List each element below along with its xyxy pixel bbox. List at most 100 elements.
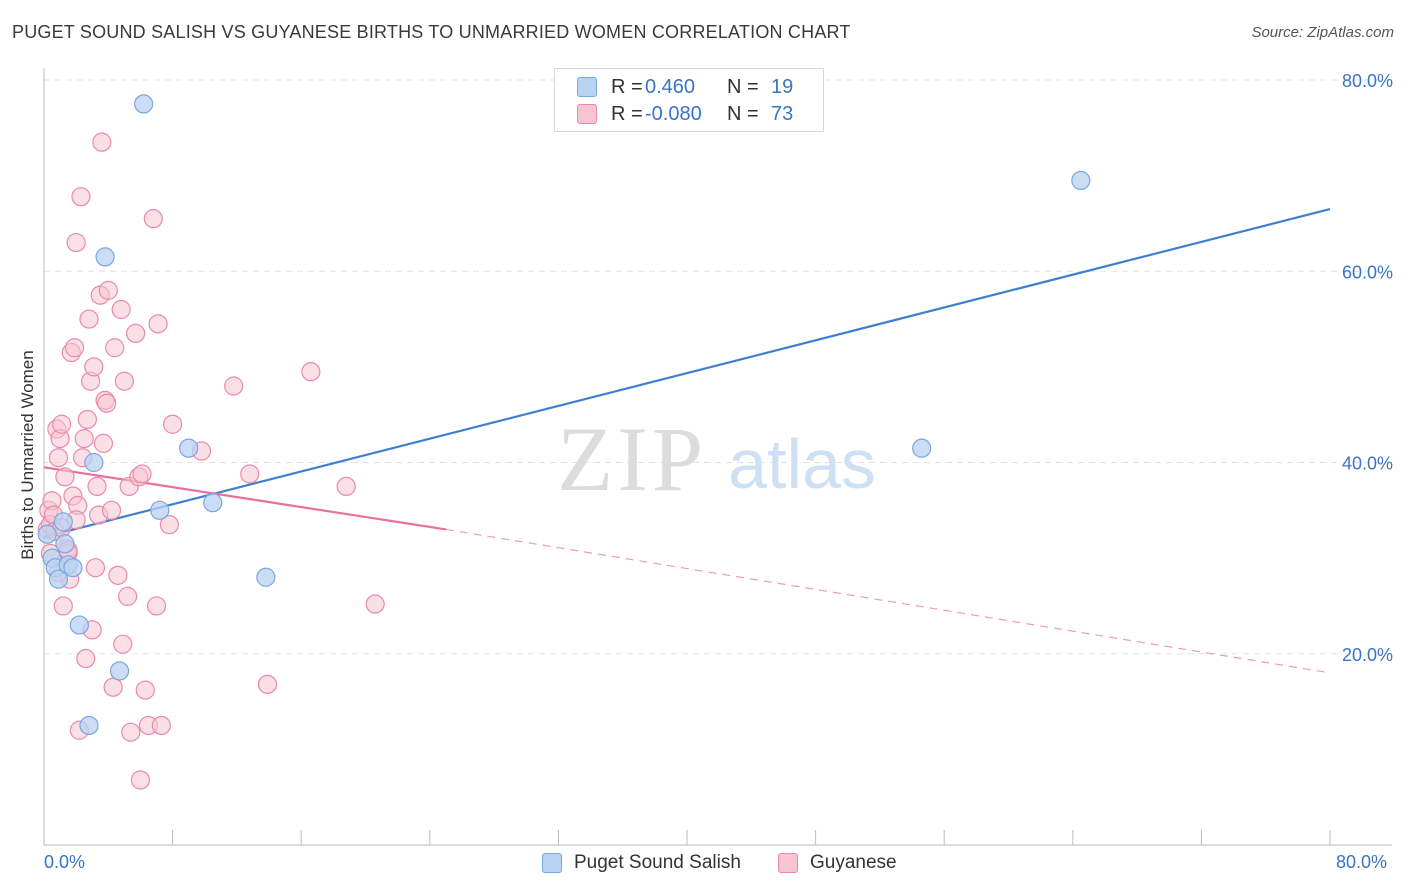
point-salish bbox=[53, 512, 73, 532]
y-tick-label: 20.0% bbox=[1342, 645, 1393, 665]
point-guyanese bbox=[224, 376, 244, 396]
n-label: N = bbox=[727, 75, 759, 98]
x-tick-min: 0.0% bbox=[44, 852, 86, 872]
source-label: Source: ZipAtlas.com bbox=[1251, 24, 1394, 41]
point-guyanese bbox=[151, 715, 171, 736]
point-guyanese bbox=[92, 132, 112, 152]
point-salish bbox=[48, 569, 69, 589]
point-salish bbox=[84, 452, 104, 473]
point-salish bbox=[95, 247, 115, 267]
point-guyanese bbox=[114, 371, 134, 391]
point-guyanese bbox=[87, 476, 107, 497]
point-salish bbox=[55, 534, 75, 554]
chart-title: PUGET SOUND SALISH VS GUYANESE BIRTHS TO… bbox=[12, 22, 851, 42]
n-value: 73 bbox=[771, 102, 794, 125]
r-value: 0.460 bbox=[645, 75, 696, 98]
point-guyanese bbox=[53, 596, 73, 616]
point-guyanese bbox=[71, 187, 91, 207]
point-guyanese bbox=[66, 232, 86, 253]
point-salish bbox=[256, 567, 276, 587]
point-guyanese bbox=[74, 428, 94, 449]
legend-row-guyanese: R = -0.080 N = 73 bbox=[577, 101, 793, 127]
point-guyanese bbox=[143, 209, 163, 229]
point-guyanese bbox=[64, 338, 85, 358]
point-guyanese bbox=[93, 433, 114, 453]
point-salish bbox=[912, 438, 932, 458]
r-label: R = bbox=[611, 102, 643, 125]
grid-lines bbox=[44, 79, 1392, 655]
n-value: 19 bbox=[771, 75, 794, 98]
n-label: N = bbox=[727, 102, 759, 125]
point-guyanese bbox=[48, 448, 69, 468]
y-tick-label: 80.0% bbox=[1342, 71, 1393, 91]
point-guyanese bbox=[159, 515, 179, 535]
point-guyanese bbox=[84, 357, 104, 377]
point-guyanese bbox=[365, 594, 385, 614]
point-guyanese bbox=[301, 362, 321, 382]
stats-legend: R = 0.460 N = 19 R = -0.080 N = 73 bbox=[554, 68, 824, 132]
point-salish bbox=[37, 524, 57, 544]
point-guyanese bbox=[52, 414, 72, 434]
point-guyanese bbox=[85, 558, 106, 578]
point-salish bbox=[179, 438, 199, 458]
legend-row-salish: R = 0.460 N = 19 bbox=[577, 74, 793, 100]
point-salish bbox=[79, 715, 99, 736]
point-guyanese bbox=[130, 770, 151, 790]
point-salish bbox=[203, 493, 223, 513]
legend-label-salish: Puget Sound Salish bbox=[574, 852, 741, 873]
y-tick-label: 60.0% bbox=[1342, 262, 1393, 282]
point-guyanese bbox=[336, 476, 356, 497]
point-guyanese bbox=[77, 409, 98, 430]
legend-swatch-pink bbox=[778, 853, 798, 873]
watermark: ZIP atlas bbox=[557, 408, 876, 510]
point-salish bbox=[69, 615, 89, 635]
legend-swatch-blue bbox=[542, 853, 562, 873]
point-salish bbox=[109, 661, 130, 681]
legend-swatch-blue bbox=[577, 77, 597, 97]
point-guyanese bbox=[55, 467, 75, 487]
point-guyanese bbox=[113, 634, 133, 654]
y-tick-label: 40.0% bbox=[1342, 454, 1393, 474]
point-salish bbox=[1071, 170, 1091, 191]
point-guyanese bbox=[148, 314, 168, 334]
point-guyanese bbox=[101, 500, 122, 520]
point-guyanese bbox=[97, 393, 117, 413]
point-salish bbox=[134, 94, 154, 114]
trend-line-guyanese-extension bbox=[445, 528, 1331, 674]
point-guyanese bbox=[111, 299, 131, 320]
legend-item-salish[interactable]: Puget Sound Salish bbox=[542, 852, 741, 874]
point-guyanese bbox=[126, 323, 146, 344]
point-guyanese bbox=[132, 464, 152, 484]
r-label: R = bbox=[611, 75, 643, 98]
legend-item-guyanese[interactable]: Guyanese bbox=[778, 852, 897, 874]
point-salish bbox=[63, 558, 83, 578]
point-guyanese bbox=[79, 309, 99, 329]
point-guyanese bbox=[105, 338, 125, 358]
trend-line-salish bbox=[43, 208, 1331, 539]
point-guyanese bbox=[76, 648, 96, 669]
watermark-zip: ZIP bbox=[557, 408, 707, 510]
series-legend: Puget Sound Salish Guyanese bbox=[0, 852, 1406, 878]
r-value: -0.080 bbox=[645, 102, 702, 125]
point-guyanese bbox=[135, 680, 155, 700]
data-points bbox=[37, 94, 1091, 790]
point-guyanese bbox=[257, 674, 278, 694]
point-guyanese bbox=[103, 677, 123, 697]
legend-swatch-pink bbox=[577, 104, 597, 124]
point-guyanese bbox=[121, 722, 141, 742]
point-guyanese bbox=[146, 596, 167, 616]
legend-label-guyanese: Guyanese bbox=[810, 852, 897, 873]
point-salish bbox=[150, 500, 170, 520]
point-guyanese bbox=[163, 414, 183, 434]
y-tick-labels: 20.0% 40.0% 60.0% 80.0% bbox=[1342, 71, 1393, 665]
point-guyanese bbox=[108, 565, 128, 585]
trend-line-guyanese bbox=[43, 466, 447, 531]
x-tick-max: 80.0% bbox=[1336, 852, 1388, 872]
trend-lines bbox=[43, 208, 1331, 674]
watermark-atlas: atlas bbox=[728, 425, 876, 503]
point-guyanese bbox=[240, 464, 260, 484]
axes bbox=[43, 68, 1392, 846]
point-guyanese bbox=[117, 586, 138, 606]
point-guyanese bbox=[98, 280, 118, 300]
